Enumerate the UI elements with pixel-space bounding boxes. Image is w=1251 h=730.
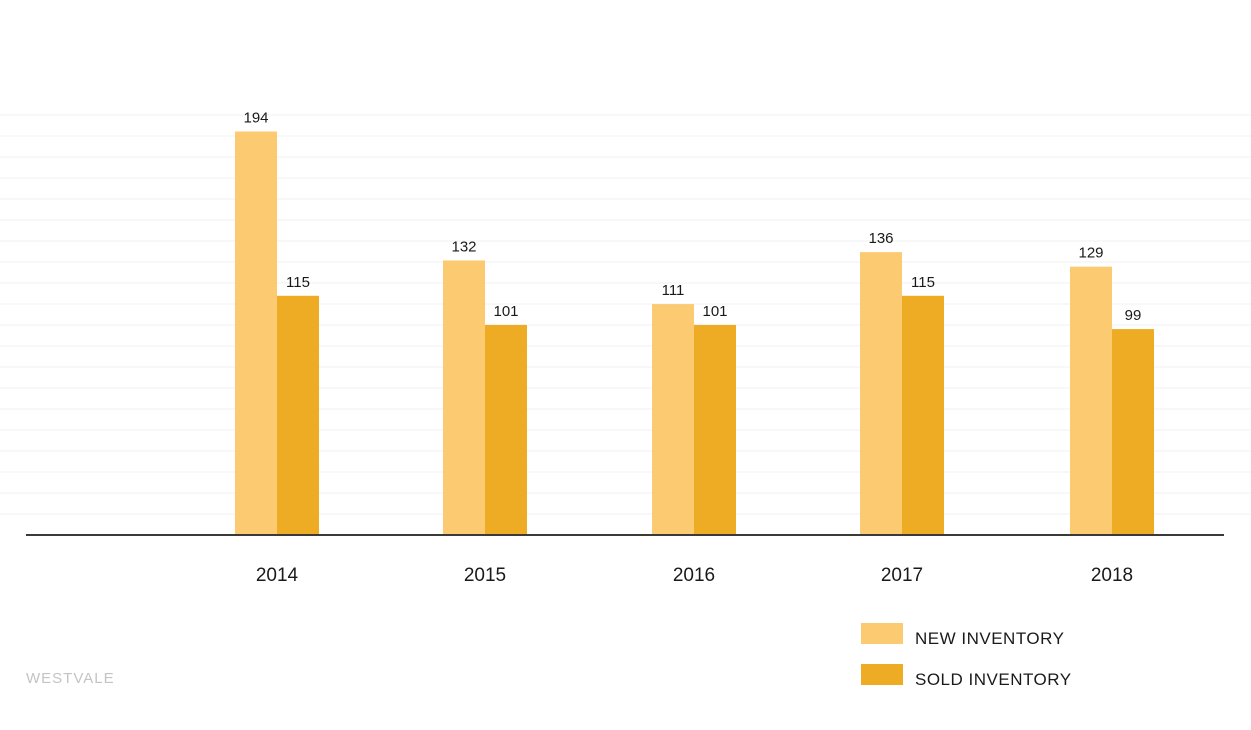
category-label-2014: 2014 [256, 565, 299, 586]
data-label-new-inventory-2017: 136 [868, 230, 893, 247]
data-label-sold-inventory-2018: 99 [1125, 307, 1142, 324]
bar-new-inventory-2018 [1070, 266, 1112, 535]
bar-sold-inventory-2018 [1112, 329, 1154, 535]
data-label-sold-inventory-2014: 115 [286, 274, 310, 291]
bar-new-inventory-2015 [443, 260, 485, 535]
category-label-2018: 2018 [1091, 565, 1133, 586]
legend-swatch-new-inventory [861, 623, 903, 644]
data-labels: 194 115 132 101 111 101 136 115 129 99 [243, 109, 1141, 324]
data-label-new-inventory-2018: 129 [1078, 245, 1103, 262]
gridlines [0, 114, 1251, 515]
data-label-sold-inventory-2016: 101 [702, 303, 727, 320]
brand-watermark: WESTVALE [26, 670, 115, 687]
data-label-sold-inventory-2017: 115 [911, 274, 935, 291]
bar-new-inventory-2017 [860, 252, 902, 535]
data-label-sold-inventory-2015: 101 [493, 303, 518, 320]
category-labels: 2014 2015 2016 2017 2018 [256, 565, 1133, 586]
bar-sold-inventory-2017 [902, 295, 944, 535]
legend-label-sold-inventory: SOLD INVENTORY [915, 670, 1072, 689]
legend-swatch-sold-inventory [861, 664, 903, 685]
data-label-new-inventory-2014: 194 [243, 109, 268, 126]
data-label-new-inventory-2016: 111 [662, 282, 685, 299]
bar-sold-inventory-2016 [694, 324, 736, 535]
category-label-2015: 2015 [464, 565, 506, 586]
bar-new-inventory-2014 [235, 131, 277, 536]
bar-sold-inventory-2015 [485, 324, 527, 535]
bars [235, 131, 1154, 536]
legend-label-new-inventory: NEW INVENTORY [915, 629, 1065, 648]
category-label-2017: 2017 [881, 565, 923, 586]
bar-sold-inventory-2014 [277, 295, 319, 535]
category-label-2016: 2016 [673, 565, 715, 586]
data-label-new-inventory-2015: 132 [451, 238, 476, 255]
bar-new-inventory-2016 [652, 304, 694, 535]
